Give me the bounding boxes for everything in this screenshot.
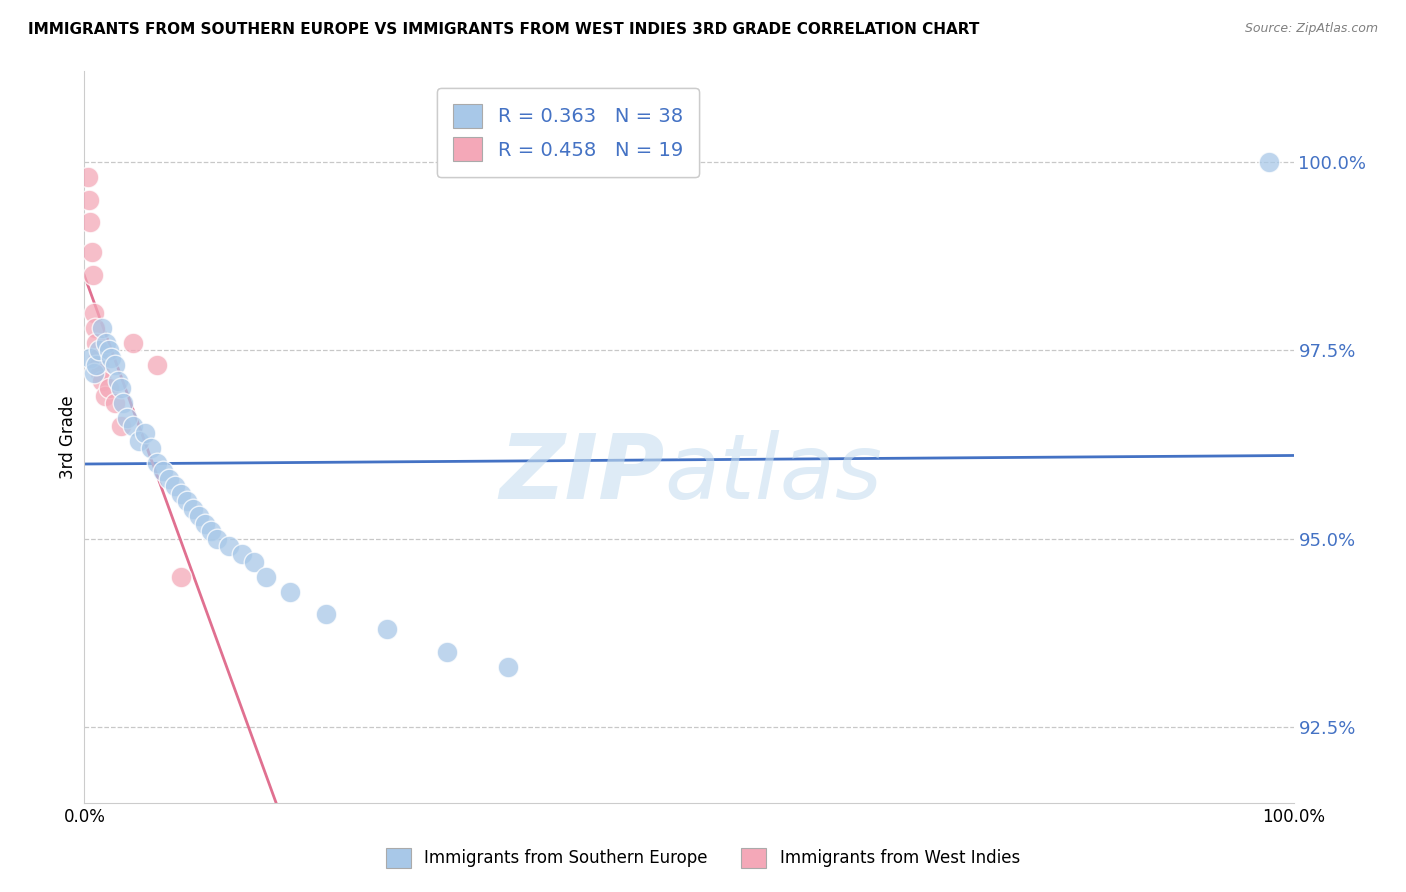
Point	[112, 396, 135, 410]
Point	[436, 645, 458, 659]
Legend: R = 0.363   N = 38, R = 0.458   N = 19: R = 0.363 N = 38, R = 0.458 N = 19	[437, 88, 699, 177]
Point	[315, 607, 337, 622]
Point	[146, 359, 169, 373]
Point	[278, 584, 301, 599]
Point	[87, 359, 110, 373]
Point	[110, 418, 132, 433]
Point	[218, 540, 240, 554]
Point	[170, 569, 193, 583]
Point	[86, 335, 108, 350]
Point	[82, 268, 104, 282]
Point	[77, 193, 100, 207]
Point	[91, 374, 114, 388]
Point	[121, 335, 143, 350]
Point	[84, 320, 107, 334]
Point	[107, 374, 129, 388]
Text: Source: ZipAtlas.com: Source: ZipAtlas.com	[1244, 22, 1378, 36]
Point	[87, 343, 110, 358]
Point	[181, 501, 204, 516]
Point	[94, 389, 117, 403]
Point	[254, 569, 277, 583]
Point	[242, 554, 264, 568]
Point	[79, 215, 101, 229]
Point	[188, 509, 211, 524]
Point	[1258, 154, 1281, 169]
Point	[79, 351, 101, 365]
Point	[128, 434, 150, 448]
Point	[146, 457, 169, 471]
Point	[97, 381, 120, 395]
Point	[134, 426, 156, 441]
Point	[83, 366, 105, 380]
Point	[139, 442, 162, 456]
Point	[86, 351, 108, 365]
Point	[207, 532, 229, 546]
Point	[86, 359, 108, 373]
Point	[83, 306, 105, 320]
Point	[231, 547, 253, 561]
Point	[104, 396, 127, 410]
Point	[91, 320, 114, 334]
Point	[89, 366, 111, 380]
Point	[121, 418, 143, 433]
Point	[375, 623, 398, 637]
Point	[97, 343, 120, 358]
Text: atlas: atlas	[665, 430, 883, 517]
Point	[110, 381, 132, 395]
Text: ZIP: ZIP	[499, 430, 665, 517]
Point	[194, 516, 217, 531]
Legend: Immigrants from Southern Europe, Immigrants from West Indies: Immigrants from Southern Europe, Immigra…	[380, 841, 1026, 875]
Point	[157, 471, 180, 485]
Point	[496, 660, 519, 674]
Point	[176, 494, 198, 508]
Point	[104, 359, 127, 373]
Point	[80, 245, 103, 260]
Point	[165, 479, 187, 493]
Point	[200, 524, 222, 539]
Y-axis label: 3rd Grade: 3rd Grade	[59, 395, 77, 479]
Point	[77, 169, 100, 184]
Text: IMMIGRANTS FROM SOUTHERN EUROPE VS IMMIGRANTS FROM WEST INDIES 3RD GRADE CORRELA: IMMIGRANTS FROM SOUTHERN EUROPE VS IMMIG…	[28, 22, 980, 37]
Point	[100, 351, 122, 365]
Point	[115, 411, 138, 425]
Point	[152, 464, 174, 478]
Point	[94, 335, 117, 350]
Point	[170, 486, 193, 500]
